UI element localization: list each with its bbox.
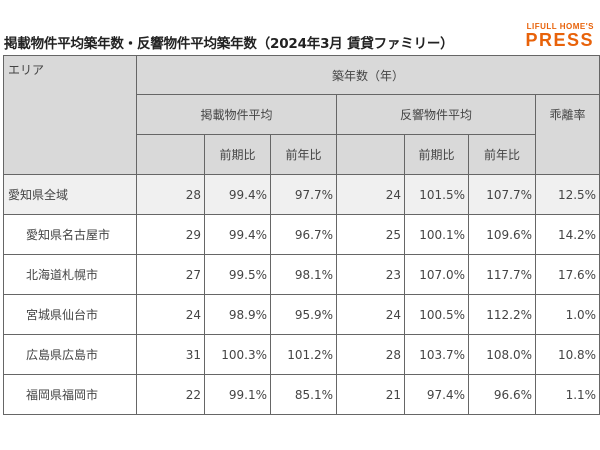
divergence-cell: 10.8%	[534, 334, 600, 375]
listing-avg-cell: 29	[136, 214, 205, 255]
listing-avg-cell: 27	[136, 254, 205, 295]
header-listing-prev-year: 前年比	[270, 134, 337, 175]
area-cell: 広島県広島市	[3, 334, 137, 375]
listing-prev-period-cell: 99.5%	[204, 254, 271, 295]
response-prev-year-cell: 96.6%	[468, 374, 536, 415]
listing-prev-period-cell: 100.3%	[204, 334, 271, 375]
header-response-avg-value	[336, 134, 405, 175]
response-prev-year-cell: 112.2%	[468, 294, 536, 335]
listing-avg-cell: 31	[136, 334, 205, 375]
logo-top-text: LIFULL HOME'S	[526, 22, 594, 31]
table-row: 愛知県全域 28 99.4% 97.7% 24 101.5% 107.7% 12…	[3, 174, 600, 215]
divergence-cell: 12.5%	[534, 174, 600, 215]
area-cell: 愛知県名古屋市	[3, 214, 137, 255]
age-table: エリア 築年数（年） 掲載物件平均 反響物件平均 乖離率 前期比 前年比 前期比…	[3, 55, 600, 415]
response-prev-period-cell: 107.0%	[404, 254, 469, 295]
response-prev-period-cell: 101.5%	[404, 174, 469, 215]
listing-prev-period-cell: 98.9%	[204, 294, 271, 335]
response-prev-period-cell: 97.4%	[404, 374, 469, 415]
area-cell: 北海道札幌市	[3, 254, 137, 295]
listing-avg-cell: 24	[136, 294, 205, 335]
response-prev-period-cell: 100.5%	[404, 294, 469, 335]
area-cell: 愛知県全域	[3, 174, 137, 215]
listing-avg-cell: 28	[136, 174, 205, 215]
divergence-cell: 1.0%	[534, 294, 600, 335]
listing-prev-year-cell: 97.7%	[270, 174, 337, 215]
logo-main-text: PRESS	[525, 30, 594, 50]
divergence-cell: 14.2%	[534, 214, 600, 255]
listing-prev-year-cell: 101.2%	[270, 334, 337, 375]
response-avg-cell: 23	[336, 254, 405, 295]
brand-logo: LIFULL HOME'S PRESS	[525, 22, 594, 50]
listing-prev-year-cell: 98.1%	[270, 254, 337, 295]
table-row: 広島県広島市 31 100.3% 101.2% 28 103.7% 108.0%…	[3, 334, 600, 375]
table-row: 福岡県福岡市 22 99.1% 85.1% 21 97.4% 96.6% 1.1…	[3, 374, 600, 415]
header-response-avg: 反響物件平均	[336, 94, 536, 135]
divergence-cell: 1.1%	[534, 374, 600, 415]
listing-prev-year-cell: 85.1%	[270, 374, 337, 415]
response-avg-cell: 21	[336, 374, 405, 415]
header-listing-prev-period: 前期比	[204, 134, 271, 175]
listing-prev-year-cell: 95.9%	[270, 294, 337, 335]
listing-prev-period-cell: 99.4%	[204, 214, 271, 255]
header-building-age: 築年数（年）	[135, 55, 600, 95]
header-listing-avg: 掲載物件平均	[136, 94, 337, 135]
header-area: エリア	[3, 55, 137, 175]
table-row: 愛知県名古屋市 29 99.4% 96.7% 25 100.1% 109.6% …	[3, 214, 600, 255]
listing-prev-period-cell: 99.1%	[204, 374, 271, 415]
header-divergence: 乖離率	[534, 94, 600, 175]
area-cell: 宮城県仙台市	[3, 294, 137, 335]
listing-prev-year-cell: 96.7%	[270, 214, 337, 255]
listing-avg-cell: 22	[136, 374, 205, 415]
table-row: 北海道札幌市 27 99.5% 98.1% 23 107.0% 117.7% 1…	[3, 254, 600, 295]
header-listing-avg-value	[136, 134, 205, 175]
response-prev-period-cell: 103.7%	[404, 334, 469, 375]
header-response-prev-year: 前年比	[468, 134, 536, 175]
table-row: 宮城県仙台市 24 98.9% 95.9% 24 100.5% 112.2% 1…	[3, 294, 600, 335]
response-prev-year-cell: 107.7%	[468, 174, 536, 215]
response-avg-cell: 24	[336, 294, 405, 335]
divergence-cell: 17.6%	[534, 254, 600, 295]
response-prev-year-cell: 109.6%	[468, 214, 536, 255]
response-prev-year-cell: 108.0%	[468, 334, 536, 375]
area-cell: 福岡県福岡市	[3, 374, 137, 415]
response-avg-cell: 25	[336, 214, 405, 255]
response-prev-period-cell: 100.1%	[404, 214, 469, 255]
listing-prev-period-cell: 99.4%	[204, 174, 271, 215]
header-response-prev-period: 前期比	[404, 134, 469, 175]
page-title: 掲載物件平均築年数・反響物件平均築年数（2024年3月 賃貸ファミリー）	[4, 36, 454, 52]
response-avg-cell: 28	[336, 334, 405, 375]
response-prev-year-cell: 117.7%	[468, 254, 536, 295]
response-avg-cell: 24	[336, 174, 405, 215]
